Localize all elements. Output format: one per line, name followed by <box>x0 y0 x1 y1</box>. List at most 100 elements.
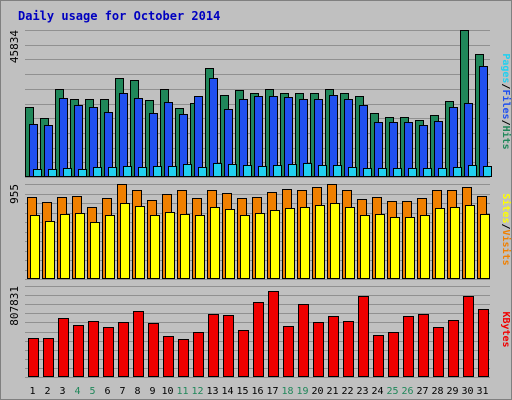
bar-pages-day-10 <box>168 166 177 177</box>
bar-kbytes-day-10 <box>163 336 174 377</box>
bar-pages-day-14 <box>228 164 237 177</box>
bar-files-day-4 <box>74 105 83 177</box>
bar-kbytes-day-12 <box>193 332 204 377</box>
bar-kbytes-day-20 <box>313 322 324 377</box>
series-sites <box>30 203 490 279</box>
bar-pages-day-6 <box>108 167 117 177</box>
x-tick-label-day-14: 14 <box>221 386 233 397</box>
bar-pages-day-29 <box>453 167 462 177</box>
bar-files-day-15 <box>239 99 248 177</box>
bar-sites-day-12 <box>195 215 205 279</box>
x-tick-label-day-11: 11 <box>176 386 188 397</box>
bar-pages-day-11 <box>183 164 192 177</box>
bar-files-day-8 <box>134 98 143 177</box>
x-tick-label-day-7: 7 <box>119 386 125 397</box>
bar-files-day-3 <box>59 98 68 177</box>
bar-sites-day-28 <box>435 208 445 279</box>
bar-sites-day-17 <box>270 210 280 279</box>
bar-kbytes-day-3 <box>58 318 69 377</box>
bar-files-day-31 <box>479 66 488 177</box>
bar-kbytes-day-14 <box>223 315 234 377</box>
bar-kbytes-day-30 <box>463 296 474 377</box>
bar-kbytes-day-29 <box>448 320 459 377</box>
bar-pages-day-17 <box>273 165 282 177</box>
bar-files-day-22 <box>344 99 353 177</box>
bar-files-day-2 <box>44 125 53 177</box>
bar-kbytes-day-15 <box>238 330 249 377</box>
x-tick-label-day-18: 18 <box>281 386 293 397</box>
bar-sites-day-5 <box>90 222 100 279</box>
x-tick-label-day-31: 31 <box>476 386 488 397</box>
bar-sites-day-30 <box>465 205 475 279</box>
x-tick-label-day-30: 30 <box>461 386 473 397</box>
bar-sites-day-1 <box>30 215 40 279</box>
bar-pages-day-27 <box>423 168 432 177</box>
bar-sites-day-31 <box>480 214 490 279</box>
bar-kbytes-day-11 <box>178 339 189 377</box>
bar-sites-day-20 <box>315 205 325 279</box>
bar-kbytes-day-25 <box>388 332 399 377</box>
bar-pages-day-15 <box>243 165 252 177</box>
bar-sites-day-11 <box>180 214 190 279</box>
x-axis-day-labels: 1 2 3 4 5 6 7 8 9 10 11 12 13 14 15 16 17 18 19 20 21 22 23 24 2… <box>29 386 488 397</box>
y-max-label: 45834 <box>8 30 21 63</box>
x-tick-label-day-22: 22 <box>341 386 353 397</box>
bar-pages-day-8 <box>138 167 147 177</box>
x-tick-label-day-4: 4 <box>74 386 80 397</box>
y-axis-label: Sites/Visits <box>500 193 512 265</box>
bar-sites-day-18 <box>285 208 295 279</box>
bar-kbytes-day-31 <box>478 309 489 377</box>
chart-title: Daily usage for October 2014 <box>18 9 220 23</box>
bar-pages-day-28 <box>438 168 447 177</box>
series-pages <box>33 163 492 177</box>
bar-pages-day-7 <box>123 166 132 177</box>
x-tick-label-day-8: 8 <box>134 386 140 397</box>
bar-files-day-7 <box>119 93 128 177</box>
bar-kbytes-day-9 <box>148 323 159 377</box>
panel-2: 955 Sites/Visits <box>8 180 512 280</box>
x-tick-label-day-27: 27 <box>416 386 428 397</box>
bar-files-day-23 <box>359 105 368 177</box>
bar-sites-day-26 <box>405 217 415 279</box>
bar-kbytes-day-8 <box>133 311 144 377</box>
y-axis-label: KBytes <box>500 311 511 347</box>
x-tick-label-day-16: 16 <box>251 386 263 397</box>
bar-kbytes-day-1 <box>28 338 39 377</box>
bar-pages-day-3 <box>63 168 72 177</box>
panel-1: 45834 Pages/Files/Hits <box>8 26 512 178</box>
x-tick-label-day-17: 17 <box>266 386 278 397</box>
series-files <box>29 66 488 177</box>
series-kbytes <box>28 291 489 377</box>
bar-sites-day-19 <box>300 207 310 279</box>
bar-pages-day-19 <box>303 163 312 177</box>
bar-sites-day-24 <box>375 214 385 279</box>
bar-sites-day-21 <box>330 203 340 279</box>
chart-panels: 45834 Pages/Files/Hits 955 Sites/Visits 8078… <box>8 26 512 378</box>
bar-pages-day-31 <box>483 166 492 177</box>
x-tick-label-day-5: 5 <box>89 386 95 397</box>
bar-files-day-12 <box>194 96 203 177</box>
bar-sites-day-8 <box>135 206 145 279</box>
bar-kbytes-day-19 <box>298 304 309 377</box>
bar-files-day-21 <box>329 95 338 177</box>
bar-pages-day-23 <box>363 168 372 177</box>
bar-pages-day-18 <box>288 164 297 177</box>
x-tick-label-day-10: 10 <box>161 386 173 397</box>
x-tick-label-day-1: 1 <box>29 386 35 397</box>
x-tick-label-day-12: 12 <box>191 386 203 397</box>
bar-sites-day-3 <box>60 214 70 279</box>
bar-kbytes-day-23 <box>358 296 369 377</box>
x-tick-label-day-3: 3 <box>59 386 65 397</box>
bar-kbytes-day-24 <box>373 335 384 377</box>
x-tick-label-day-9: 9 <box>149 386 155 397</box>
bar-sites-day-29 <box>450 207 460 279</box>
bar-pages-day-4 <box>78 169 87 177</box>
bar-sites-day-10 <box>165 212 175 279</box>
bar-kbytes-day-16 <box>253 302 264 377</box>
bar-kbytes-day-6 <box>103 327 114 377</box>
bar-files-day-16 <box>254 96 263 177</box>
bar-files-day-29 <box>449 107 458 177</box>
bar-files-day-10 <box>164 102 173 177</box>
bar-kbytes-day-28 <box>433 327 444 377</box>
